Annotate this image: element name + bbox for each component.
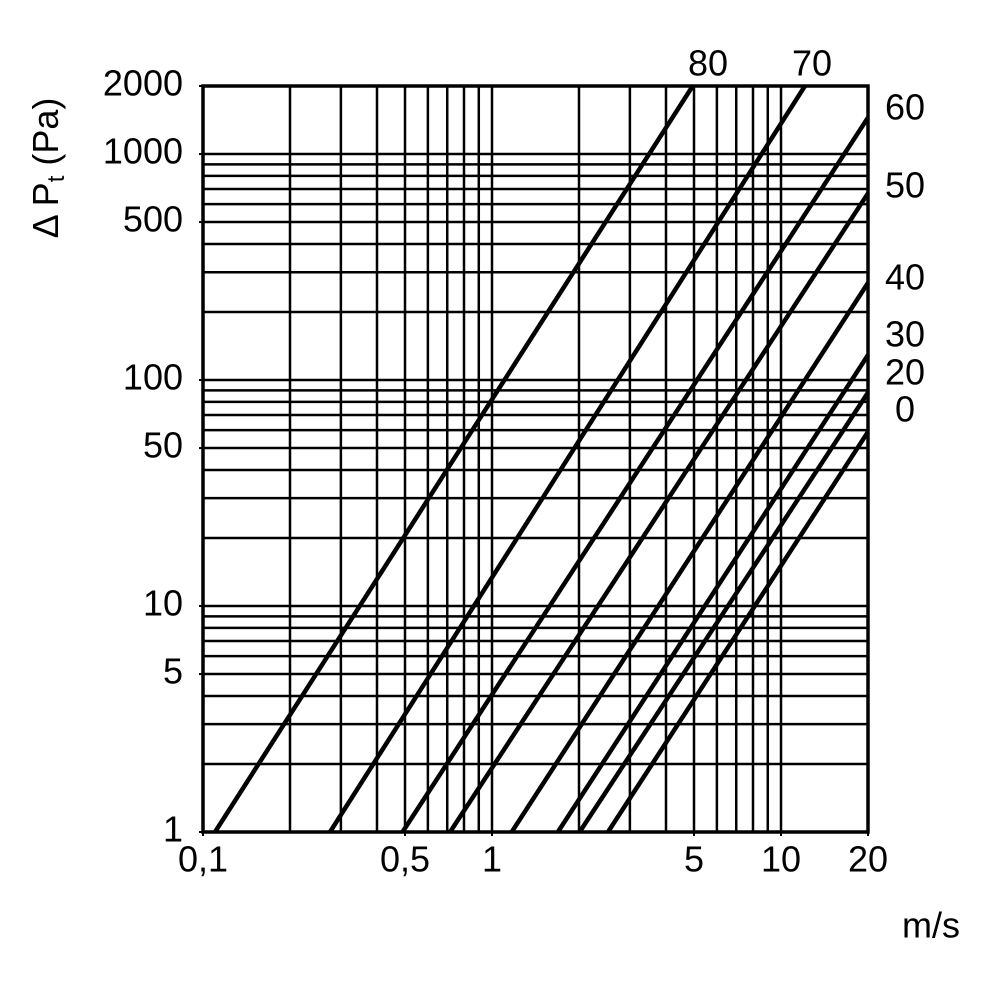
series-label: 30: [885, 314, 925, 355]
series-label: 50: [885, 165, 925, 206]
curve: [400, 116, 870, 834]
curve: [577, 391, 870, 834]
x-tick-label: 0,5: [380, 839, 430, 880]
x-tick-label: 10: [761, 839, 801, 880]
y-label-sub: t: [43, 175, 70, 182]
series-label: 0: [895, 389, 915, 430]
curve: [448, 192, 870, 834]
curve: [213, 84, 695, 834]
curve: [509, 281, 870, 834]
y-tick-label: 50: [143, 425, 183, 466]
y-axis-label: Δ Pt (Pa): [25, 98, 71, 239]
y-tick-label: 1000: [103, 131, 183, 172]
series-label: 20: [885, 352, 925, 393]
y-tick-label: 100: [123, 357, 183, 398]
x-tick-label: 20: [848, 839, 888, 880]
series-label: 80: [688, 43, 728, 84]
x-tick-label: 0,1: [178, 839, 228, 880]
x-axis-label: m/s: [902, 905, 960, 946]
series-label: 60: [885, 87, 925, 128]
x-tick-label: 5: [684, 839, 704, 880]
y-label-main: Δ P: [25, 182, 66, 238]
series-label: 70: [792, 43, 832, 84]
y-tick-label: 5: [163, 651, 183, 692]
y-tick-label: 1: [163, 809, 183, 850]
series-label: 40: [885, 257, 925, 298]
curve: [556, 353, 870, 834]
y-tick-label: 500: [123, 199, 183, 240]
y-tick-label: 2000: [103, 63, 183, 104]
curve: [606, 430, 870, 834]
curve: [328, 84, 807, 834]
y-tick-label: 10: [143, 583, 183, 624]
x-tick-label: 1: [482, 839, 502, 880]
plot-frame: [201, 84, 870, 834]
y-label-unit: (Pa): [25, 98, 66, 176]
